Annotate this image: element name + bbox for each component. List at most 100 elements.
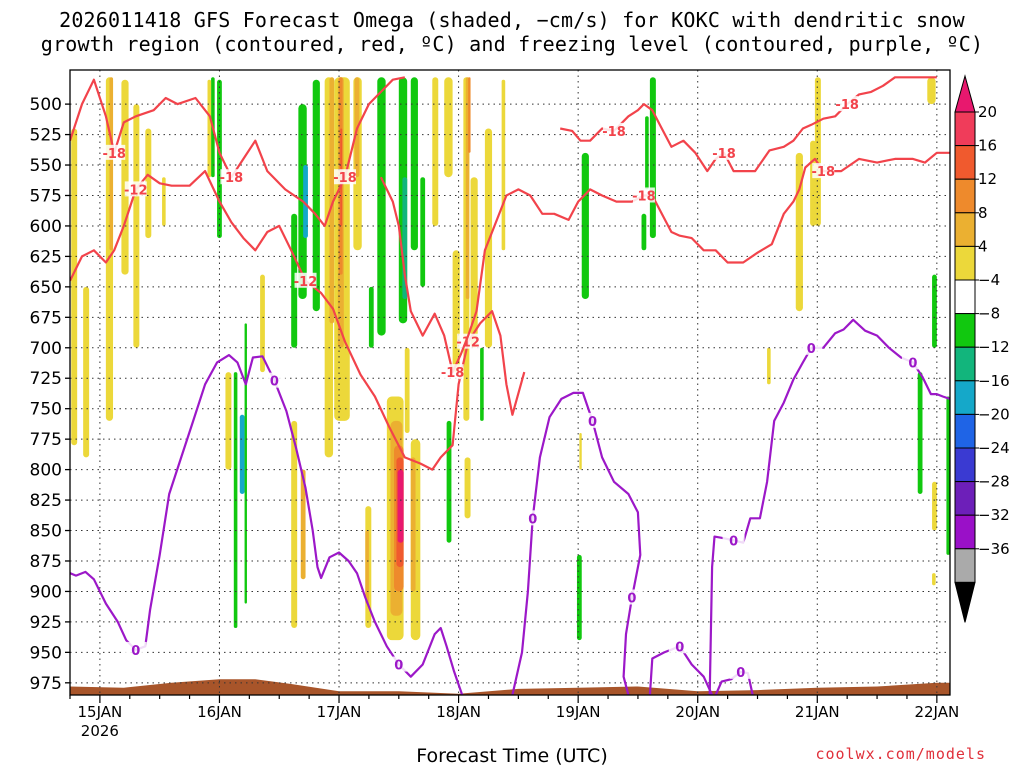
freezing-contour-label-4-3: 0: [736, 666, 745, 681]
omega-region-1: [109, 77, 114, 251]
x-axis: 15JAN 16JAN 17JAN 18JAN 19JAN 20JAN 21JAN 22JAN…: [69, 695, 959, 740]
colorbar-swatch-8: [954, 380, 976, 415]
dgz-contour-label-1-6: -12: [124, 183, 148, 198]
colorbar-label-4: 4: [978, 237, 988, 255]
y-tick-label-975: 975: [30, 674, 62, 694]
freezing-contour-label-0-21: 0: [270, 375, 279, 390]
omega-region-7: [162, 177, 166, 226]
colorbar-swatch-7: [954, 346, 976, 382]
dgz-contour-line-0: [70, 76, 406, 227]
dgz-contour-label-3-16: -18: [712, 147, 736, 162]
omega-region-59: [576, 554, 582, 641]
omega-region-5: [71, 128, 78, 446]
omega-region-36: [397, 469, 404, 543]
freezing-contour-label-3-13: 0: [807, 342, 816, 357]
omega-region-18: [303, 165, 308, 239]
freezing-contour-label-3-22: 0: [908, 356, 917, 371]
omega-region-4: [145, 128, 152, 239]
omega-region-44: [404, 347, 410, 434]
colorbar-swatch-0: [954, 111, 976, 147]
omega-region-16: [291, 213, 298, 348]
freezing-contour-label-1-9: 0: [588, 415, 597, 430]
omega-region-63: [645, 116, 649, 190]
dgz-contour-label-bg-2-42: [812, 163, 835, 179]
freezing-contour-label-1-3: 0: [528, 512, 537, 527]
dgz-contour-label-2-25: -18: [632, 189, 656, 204]
contour-lines: -18 -18 -18 -12 -12 -12 -18 -18 -18 -18 -18 -18 0 0 0 0…: [70, 76, 950, 695]
colorbar-swatch-10: [954, 447, 976, 483]
plot-frame: [69, 69, 951, 696]
dgz-contour-label-bg-1-19: [294, 272, 317, 288]
omega-region-2: [121, 79, 129, 275]
freezing-contour-label-bg-4-3: [729, 663, 752, 679]
y-tick-label-775: 775: [30, 430, 62, 450]
x-year-label: 2026: [81, 722, 119, 740]
omega-region-6: [83, 286, 90, 458]
dgz-contour-label-bg-0-22: [334, 169, 356, 185]
dgz-contour-label-bg-2-8: [441, 364, 464, 380]
colorbar: 20 16 12 8 4 −4 −8 −12 −16 −20 −24 −28 −32 −36: [954, 74, 1010, 623]
omega-region-40: [410, 457, 416, 592]
colorbar-label-8: −16: [978, 372, 1010, 390]
dgz-contour-label-bg-3-16: [713, 144, 736, 160]
dgz-contour-label-1-32: -12: [456, 336, 480, 351]
freezing-contour-label-2-3: 0: [675, 640, 684, 655]
freezing-contour-label-0-35: 0: [394, 659, 403, 674]
omega-region-13: [239, 414, 245, 494]
y-tick-label-700: 700: [30, 339, 62, 359]
x-tick-label-15JAN: 15JAN: [78, 703, 123, 721]
chart-title-line-2: growth region (contoured, red, ºC) and f…: [40, 32, 984, 56]
colorbar-swatch-1: [954, 145, 976, 180]
y-tick-label-625: 625: [30, 247, 62, 267]
x-tick-label-21JAN: 21JAN: [795, 703, 840, 721]
omega-region-61: [641, 213, 647, 251]
omega-region-67: [767, 347, 771, 385]
ground-area: [70, 679, 950, 695]
dgz-contour-label-bg-1-6: [124, 181, 147, 197]
dgz-contour-label-1-19: -12: [294, 275, 318, 290]
x-tick-label-22JAN: 22JAN: [914, 703, 959, 721]
colorbar-label-13: −36: [978, 540, 1010, 558]
x-tick-label-16JAN: 16JAN: [197, 703, 242, 721]
dgz-contour-label-0-13: -18: [220, 171, 244, 186]
colorbar-swatch-12: [954, 514, 976, 550]
colorbar-label-7: −12: [978, 338, 1010, 356]
dgz-contour-label-bg-2-25: [632, 187, 655, 203]
colorbar-swatch-2: [954, 178, 976, 214]
omega-region-54: [480, 347, 484, 421]
omega-region-73: [932, 573, 936, 586]
omega-region-23: [329, 77, 335, 324]
colorbar-label-5: −4: [978, 271, 1000, 289]
colorbar-swatch-11: [954, 481, 976, 516]
omega-region-45: [432, 77, 439, 226]
y-tick-label-600: 600: [30, 217, 62, 237]
y-tick-label-750: 750: [30, 400, 62, 420]
colorbar-swatch-4: [954, 245, 976, 281]
freezing-contour-line-3: [708, 318, 950, 695]
freezing-contour-label-0-7: 0: [131, 644, 140, 659]
omega-region-72: [932, 481, 937, 531]
dgz-contour-label-bg-3-5: [603, 122, 626, 138]
colorbar-bottom-arrow: [954, 581, 976, 623]
colorbar-label-10: −24: [978, 439, 1010, 457]
freezing-contour-label-bg-0-35: [387, 656, 410, 672]
dgz-contour-label-bg-0-13: [220, 169, 243, 185]
colorbar-label-0: 20: [978, 103, 997, 121]
omega-region-52: [470, 177, 478, 348]
y-tick-label-925: 925: [30, 613, 62, 633]
omega-region-53: [484, 128, 493, 348]
credit-text: coolwx.com/models: [815, 745, 986, 763]
colorbar-label-2: 12: [978, 170, 997, 188]
omega-region-58: [581, 152, 589, 300]
ground-terrain: [70, 679, 950, 695]
omega-region-47: [444, 77, 453, 178]
dgz-contour-label-bg-1-32: [457, 333, 480, 349]
omega-region-20: [291, 420, 298, 628]
omega-region-46: [420, 177, 426, 287]
chart-title-line-1: 2026011418 GFS Forecast Omega (shaded, −…: [59, 8, 965, 32]
dgz-contour-label-bg-3-27: [836, 96, 859, 112]
omega-region-11: [225, 372, 232, 470]
freezing-contour-label-bg-3-22: [901, 354, 924, 370]
colorbar-label-6: −8: [978, 305, 1000, 323]
